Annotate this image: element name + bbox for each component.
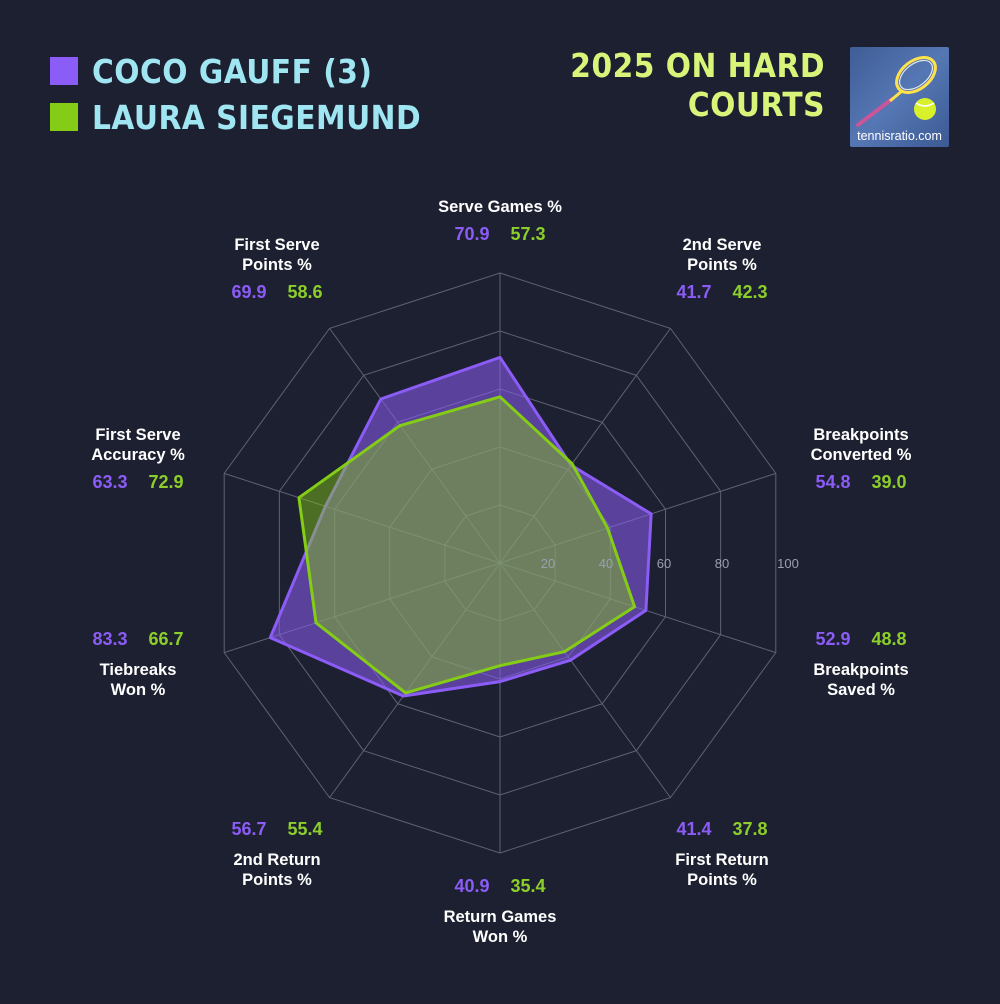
- legend-item-gauff: COCO GAUFF (3): [50, 48, 421, 94]
- value-label-gauff: 63.3: [92, 472, 127, 492]
- value-label-siegemund: 58.6: [287, 282, 322, 302]
- r-tick-label: 80: [715, 556, 729, 571]
- axis-label: Converted %: [811, 446, 912, 464]
- r-tick-label: 60: [657, 556, 671, 571]
- value-label-gauff: 69.9: [231, 282, 266, 302]
- logo-text: tennisratio.com: [857, 129, 942, 143]
- value-label-siegemund: 48.8: [871, 629, 906, 649]
- axis-label: Points %: [242, 256, 312, 274]
- tennis-racket-ball-icon: [856, 56, 937, 127]
- axis-label: Breakpoints: [813, 661, 908, 679]
- series-area-siegemund: [297, 395, 637, 695]
- axis-label: First Return: [675, 851, 769, 869]
- r-tick-label: 100: [777, 556, 799, 571]
- value-label-gauff: 52.9: [815, 629, 850, 649]
- value-label-gauff: 40.9: [454, 876, 489, 896]
- axis-label: Won %: [473, 928, 528, 946]
- axis-label: Points %: [687, 871, 757, 889]
- axis-label: Points %: [242, 871, 312, 889]
- value-label-gauff: 83.3: [92, 629, 127, 649]
- legend-swatch-siegemund: [50, 103, 78, 131]
- axis-label: First Serve: [95, 426, 180, 444]
- r-tick-label: 40: [599, 556, 613, 571]
- value-label-siegemund: 57.3: [510, 224, 545, 244]
- value-label-siegemund: 42.3: [732, 282, 767, 302]
- axis-label: Return Games: [444, 908, 557, 926]
- axis-label: Breakpoints: [813, 426, 908, 444]
- axis-label: Points %: [687, 256, 757, 274]
- value-label-gauff: 41.4: [676, 819, 711, 839]
- value-label-siegemund: 39.0: [871, 472, 906, 492]
- value-label-gauff: 41.7: [676, 282, 711, 302]
- axis-label: Won %: [111, 681, 166, 699]
- value-label-siegemund: 66.7: [148, 629, 183, 649]
- legend-label-gauff: COCO GAUFF (3): [92, 51, 373, 91]
- value-label-gauff: 56.7: [231, 819, 266, 839]
- legend-label-siegemund: LAURA SIEGEMUND: [92, 97, 422, 137]
- axis-label: Tiebreaks: [100, 661, 177, 679]
- value-label-gauff: 54.8: [815, 472, 850, 492]
- axis-label: 2nd Serve: [683, 236, 762, 254]
- axis-label: First Serve: [234, 236, 319, 254]
- legend-item-siegemund: LAURA SIEGEMUND: [50, 94, 421, 140]
- legend-swatch-gauff: [50, 57, 78, 85]
- value-label-gauff: 70.9: [454, 224, 489, 244]
- axis-label: Serve Games %: [438, 198, 562, 216]
- value-label-siegemund: 55.4: [287, 819, 322, 839]
- value-label-siegemund: 72.9: [148, 472, 183, 492]
- series-area-gauff: [268, 355, 653, 698]
- site-logo: tennisratio.com: [850, 47, 949, 147]
- axis-label: 2nd Return: [233, 851, 320, 869]
- r-tick-label: 20: [541, 556, 555, 571]
- axis-label: Saved %: [827, 681, 895, 699]
- legend: COCO GAUFF (3) LAURA SIEGEMUND: [50, 48, 421, 140]
- axis-label: Accuracy %: [91, 446, 185, 464]
- value-label-siegemund: 35.4: [510, 876, 545, 896]
- value-label-siegemund: 37.8: [732, 819, 767, 839]
- chart-headline: 2025 ON HARD COURTS: [570, 46, 825, 124]
